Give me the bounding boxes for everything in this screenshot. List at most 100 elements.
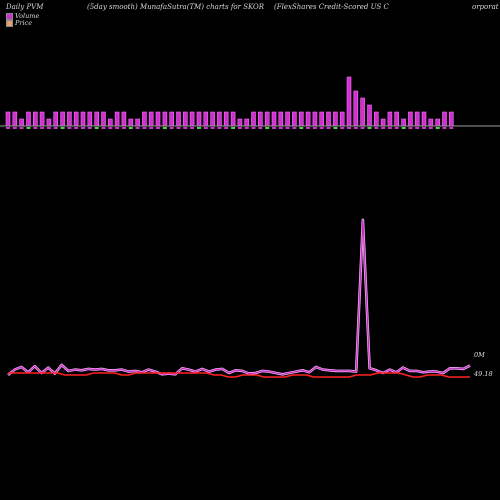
volume-bar — [67, 111, 72, 127]
price-tick — [162, 127, 167, 129]
volume-bar — [223, 111, 229, 127]
volume-bar — [271, 111, 277, 127]
price-tick — [265, 127, 270, 129]
volume-bar — [39, 111, 45, 127]
price-tick — [319, 127, 324, 129]
volume-bar — [401, 118, 406, 127]
volume-bar — [428, 118, 434, 127]
volume-bar — [387, 111, 393, 127]
price-tick — [367, 127, 372, 129]
price-tick — [217, 127, 222, 129]
volume-bar — [87, 111, 93, 127]
volume-bar — [101, 111, 106, 127]
volume-bar — [142, 111, 147, 127]
price-tick — [53, 127, 58, 129]
price-tick — [231, 127, 236, 129]
price-tick — [244, 127, 249, 129]
price-tick — [381, 127, 386, 129]
volume-bar — [94, 111, 99, 127]
volume-bar — [394, 111, 400, 127]
price-tick — [353, 127, 358, 129]
legend-volume-label: Volume — [15, 12, 40, 20]
price-tick — [183, 127, 188, 129]
volume-line — [7, 219, 471, 376]
price-tick — [40, 127, 45, 129]
price-line — [8, 372, 470, 378]
price-tick — [210, 127, 215, 129]
volume-bar — [380, 118, 386, 127]
volume-bar — [367, 104, 372, 127]
price-tick — [272, 127, 276, 129]
legend-volume: Volume — [6, 12, 39, 20]
price-tick — [176, 127, 181, 129]
volume-bar — [189, 111, 195, 127]
price-tick — [306, 127, 311, 129]
price-tick — [197, 127, 201, 129]
price-tick — [422, 127, 426, 129]
price-tick — [292, 127, 297, 129]
volume-bar — [435, 118, 441, 127]
volume-bar — [121, 111, 127, 127]
volume-bar — [108, 118, 113, 127]
volume-bar — [80, 111, 86, 127]
price-tick — [169, 127, 174, 129]
price-tick — [81, 127, 85, 129]
volume-bar — [319, 111, 325, 127]
price-tick — [156, 127, 160, 129]
price-axis-label: 49.18 — [474, 370, 493, 378]
volume-bar — [326, 111, 331, 127]
volume-bar — [346, 76, 352, 127]
price-tick — [278, 127, 283, 129]
volume-bar — [210, 111, 215, 127]
volume-axis-label: 0M — [474, 351, 485, 359]
price-tick — [115, 127, 120, 129]
volume-swatch — [6, 12, 13, 20]
header-title: (5day smooth) MunafaSutra(TM) charts for… — [87, 3, 265, 11]
volume-bar — [155, 111, 161, 127]
price-tick — [135, 127, 140, 129]
volume-bar — [12, 111, 18, 127]
price-tick — [224, 127, 229, 129]
volume-bar — [26, 111, 31, 127]
volume-bar — [73, 111, 79, 127]
price-tick — [6, 127, 10, 129]
price-tick — [46, 127, 51, 129]
price-tick — [237, 127, 242, 129]
volume-bar — [353, 90, 359, 127]
volume-bar — [373, 111, 379, 127]
volume-bar — [135, 118, 140, 127]
header-right: (FlexShares Credit-Scored US C — [274, 3, 389, 11]
price-tick — [258, 127, 263, 129]
volume-bar — [292, 111, 297, 127]
volume-bar — [114, 111, 120, 127]
price-swatch — [6, 19, 13, 27]
price-tick — [401, 127, 406, 129]
price-tick — [394, 127, 399, 129]
price-tick — [415, 127, 420, 129]
price-tick — [19, 127, 24, 129]
price-tick — [12, 127, 17, 129]
price-tick — [428, 127, 433, 129]
price-tick — [449, 127, 454, 129]
volume-bar — [217, 111, 222, 127]
price-tick — [387, 127, 392, 129]
header-right-cont: orporat — [472, 3, 499, 11]
price-tick — [408, 127, 413, 129]
volume-bar — [298, 111, 304, 127]
volume-bar — [148, 111, 154, 127]
price-tick — [142, 127, 147, 129]
volume-bar — [305, 111, 311, 127]
volume-bar — [203, 111, 209, 127]
volume-bar — [360, 97, 365, 127]
legend-price-label: Price — [15, 19, 33, 27]
price-tick — [312, 127, 317, 129]
volume-bar — [176, 111, 181, 127]
price-tick — [149, 127, 154, 129]
volume-bar — [128, 118, 134, 127]
price-tick — [347, 127, 351, 129]
header-left: Daily PVM — [6, 3, 44, 11]
price-tick — [326, 127, 331, 129]
volume-bar — [244, 118, 249, 127]
volume-bar — [278, 111, 284, 127]
